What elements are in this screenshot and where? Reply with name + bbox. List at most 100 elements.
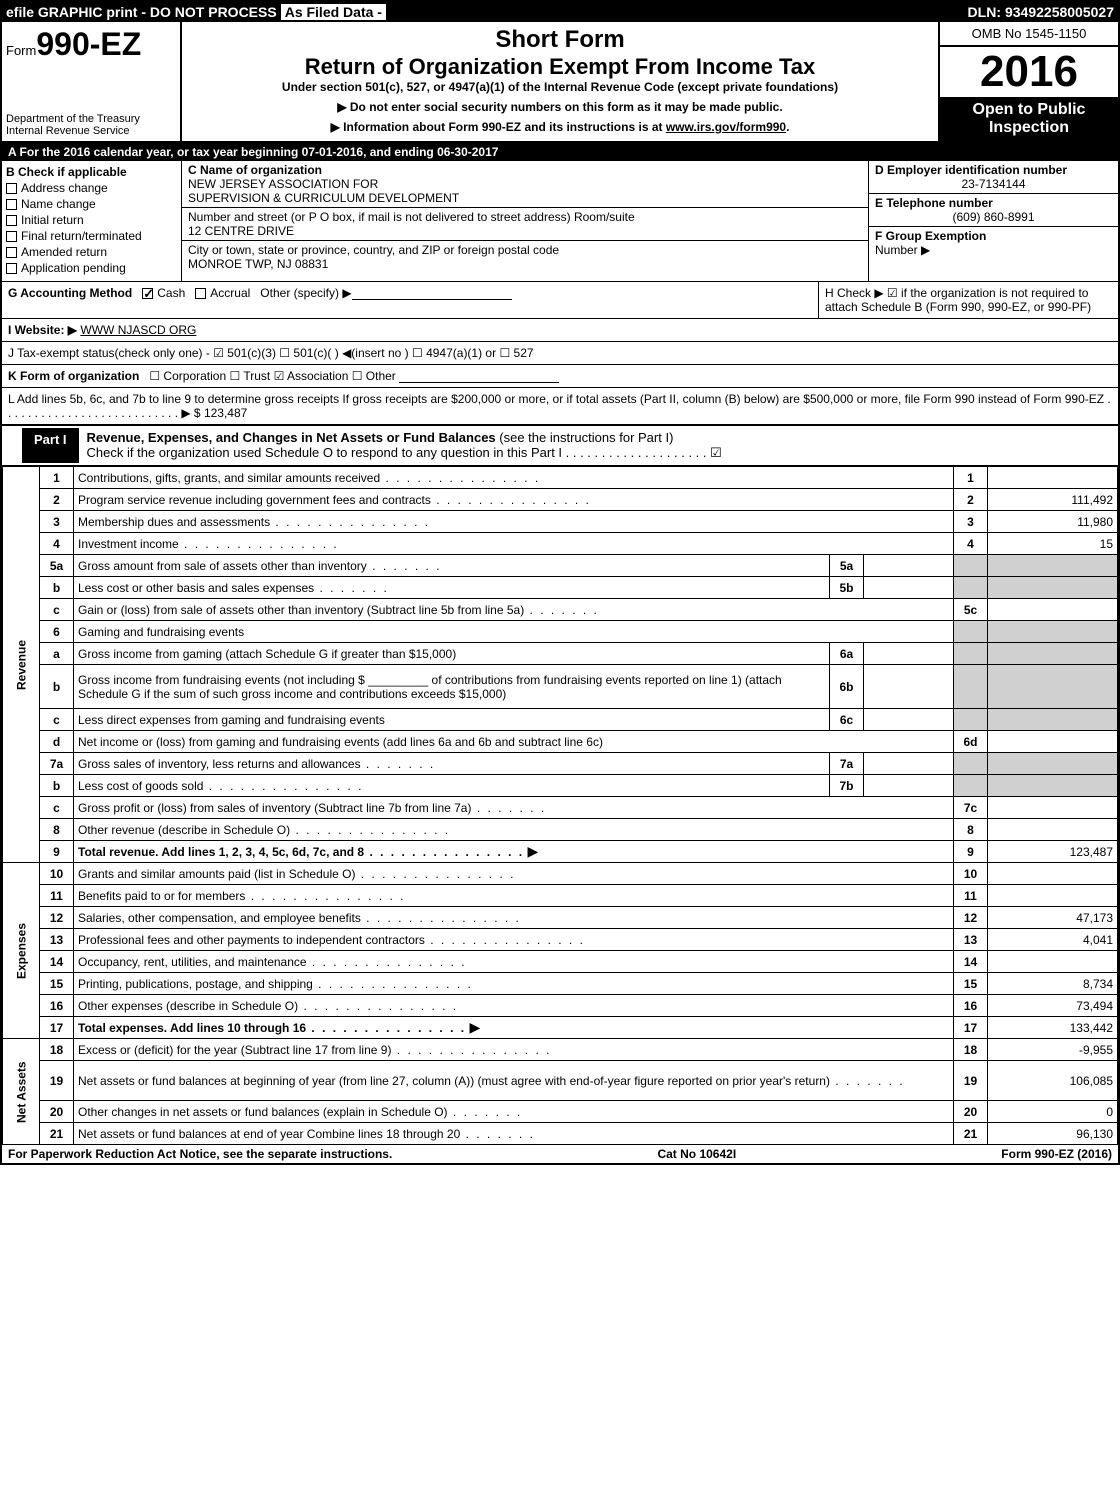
checkbox-icon	[6, 199, 17, 210]
form-990ez-page: efile GRAPHIC print - DO NOT PROCESS As …	[0, 0, 1120, 1165]
k-other-blank	[399, 369, 559, 383]
row-g: G Accounting Method Cash Accrual Other (…	[2, 282, 1118, 319]
org-name-2: SUPERVISION & CURRICULUM DEVELOPMENT	[188, 191, 862, 205]
efile-label: efile GRAPHIC print - DO NOT PROCESS	[6, 4, 277, 20]
d-ein-label: D Employer identification number	[875, 163, 1112, 177]
line-6a: a Gross income from gaming (attach Sched…	[3, 643, 1118, 665]
line-6c: c Less direct expenses from gaming and f…	[3, 709, 1118, 731]
line-7a: 7a Gross sales of inventory, less return…	[3, 753, 1118, 775]
row-a-mid: , and ending	[363, 145, 437, 159]
treasury-line1: Department of the Treasury	[6, 113, 176, 125]
as-filed-label: As Filed Data -	[281, 4, 386, 20]
tax-year-end: 06-30-2017	[437, 145, 498, 159]
part-i-sub: (see the instructions for Part I)	[496, 430, 674, 445]
k-label: K Form of organization	[8, 369, 139, 383]
open-to-public: Open to Public Inspection	[940, 97, 1118, 141]
org-name-1: NEW JERSEY ASSOCIATION FOR	[188, 177, 862, 191]
net-assets-side-label: Net Assets	[3, 1039, 40, 1145]
chk-name-change[interactable]: Name change	[6, 197, 177, 211]
checkbox-icon	[6, 247, 17, 258]
part-i-table: Revenue 1 Contributions, gifts, grants, …	[2, 466, 1118, 1145]
line-4: 4 Investment income 4 15	[3, 533, 1118, 555]
checkbox-icon	[6, 183, 17, 194]
c-label: C Name of organization	[188, 163, 862, 177]
arrow-icon: ▶	[527, 843, 538, 859]
under-section: Under section 501(c), 527, or 4947(a)(1)…	[190, 80, 930, 94]
line-21: 21 Net assets or fund balances at end of…	[3, 1123, 1118, 1145]
tax-year-begin: 07-01-2016	[302, 145, 363, 159]
row-a-tax-year: A For the 2016 calendar year, or tax yea…	[2, 143, 1118, 161]
line-6: 6 Gaming and fundraising events	[3, 621, 1118, 643]
g-other: Other (specify) ▶	[260, 286, 351, 300]
g-label: G Accounting Method	[8, 286, 132, 300]
line-10: Expenses 10 Grants and similar amounts p…	[3, 863, 1118, 885]
section-b: B Check if applicable Address change Nam…	[2, 161, 1118, 282]
line-5b: b Less cost or other basis and sales exp…	[3, 577, 1118, 599]
addr-label: Number and street (or P O box, if mail i…	[188, 210, 862, 224]
line-5a: 5a Gross amount from sale of assets othe…	[3, 555, 1118, 577]
dln-value: 93492258005027	[1005, 4, 1114, 20]
line-8: 8 Other revenue (describe in Schedule O)…	[3, 819, 1118, 841]
info-note-pre: ▶ Information about Form 990-EZ and its …	[331, 120, 666, 134]
chk-pending[interactable]: Application pending	[6, 261, 177, 275]
line-17: 17 Total expenses. Add lines 10 through …	[3, 1017, 1118, 1039]
line-15: 15 Printing, publications, postage, and …	[3, 973, 1118, 995]
f-group-label: F Group Exemption	[875, 229, 986, 243]
line-19: 19 Net assets or fund balances at beginn…	[3, 1061, 1118, 1101]
e-phone-label: E Telephone number	[875, 196, 1112, 210]
line-12: 12 Salaries, other compensation, and emp…	[3, 907, 1118, 929]
f-group-label2: Number ▶	[875, 243, 930, 257]
tax-year: 2016	[940, 47, 1118, 97]
chk-initial-return[interactable]: Initial return	[6, 213, 177, 227]
line-11: 11 Benefits paid to or for members 11	[3, 885, 1118, 907]
d-ein-value: 23-7134144	[875, 177, 1112, 191]
form-header: Form990-EZ Department of the Treasury In…	[2, 22, 1118, 143]
omb-number: OMB No 1545-1150	[940, 22, 1118, 47]
dln-label: DLN:	[968, 4, 1001, 20]
row-j-tax-exempt: J Tax-exempt status(check only one) - ☑ …	[2, 342, 1118, 365]
info-note: ▶ Information about Form 990-EZ and its …	[190, 120, 930, 134]
efile-topbar: efile GRAPHIC print - DO NOT PROCESS As …	[2, 2, 1118, 22]
part-i-check: Check if the organization used Schedule …	[87, 445, 1110, 461]
checkbox-icon	[6, 231, 17, 242]
g-cash: Cash	[157, 286, 185, 300]
form-ref: Form 990-EZ (2016)	[1001, 1147, 1112, 1161]
checkbox-icon	[6, 215, 17, 226]
city-label: City or town, state or province, country…	[188, 243, 862, 257]
arrow-icon: ▶	[469, 1019, 480, 1035]
paperwork-notice: For Paperwork Reduction Act Notice, see …	[8, 1147, 392, 1161]
line-1: Revenue 1 Contributions, gifts, grants, …	[3, 467, 1118, 489]
line-6b: b Gross income from fundraising events (…	[3, 665, 1118, 709]
line-7c: c Gross profit or (loss) from sales of i…	[3, 797, 1118, 819]
irs-link[interactable]: www.irs.gov/form990	[666, 120, 786, 134]
form-number: Form990-EZ	[6, 26, 176, 63]
line-13: 13 Professional fees and other payments …	[3, 929, 1118, 951]
k-options: ☐ Corporation ☐ Trust ☑ Association ☐ Ot…	[149, 369, 395, 383]
e-phone-value: (609) 860-8991	[875, 210, 1112, 224]
chk-final-return[interactable]: Final return/terminated	[6, 229, 177, 243]
row-l-gross-receipts: L Add lines 5b, 6c, and 7b to line 9 to …	[2, 388, 1118, 426]
line-18: Net Assets 18 Excess or (deficit) for th…	[3, 1039, 1118, 1061]
part-i-tag: Part I	[22, 428, 79, 463]
checkbox-icon[interactable]	[195, 288, 206, 299]
row-i-website: I Website: ▶ WWW NJASCD ORG	[2, 319, 1118, 342]
checkbox-icon[interactable]	[142, 288, 153, 299]
part-i-title: Revenue, Expenses, and Changes in Net As…	[87, 430, 496, 445]
line-5c: c Gain or (loss) from sale of assets oth…	[3, 599, 1118, 621]
chk-amended[interactable]: Amended return	[6, 245, 177, 259]
chk-address-change[interactable]: Address change	[6, 181, 177, 195]
line-20: 20 Other changes in net assets or fund b…	[3, 1101, 1118, 1123]
revenue-side-label: Revenue	[3, 467, 40, 863]
line-2: 2 Program service revenue including gove…	[3, 489, 1118, 511]
line-3: 3 Membership dues and assessments 3 11,9…	[3, 511, 1118, 533]
form-number-big: 990-EZ	[36, 26, 141, 62]
row-a-pre: A For the 2016 calendar year, or tax yea…	[8, 145, 302, 159]
return-title: Return of Organization Exempt From Incom…	[190, 54, 930, 80]
g-accrual: Accrual	[210, 286, 250, 300]
line-9: 9 Total revenue. Add lines 1, 2, 3, 4, 5…	[3, 841, 1118, 863]
l-text: L Add lines 5b, 6c, and 7b to line 9 to …	[8, 392, 1111, 420]
addr-value: 12 CENTRE DRIVE	[188, 224, 862, 238]
inspect-line2: Inspection	[944, 119, 1114, 137]
ssn-note: ▶ Do not enter social security numbers o…	[190, 100, 930, 114]
line-16: 16 Other expenses (describe in Schedule …	[3, 995, 1118, 1017]
